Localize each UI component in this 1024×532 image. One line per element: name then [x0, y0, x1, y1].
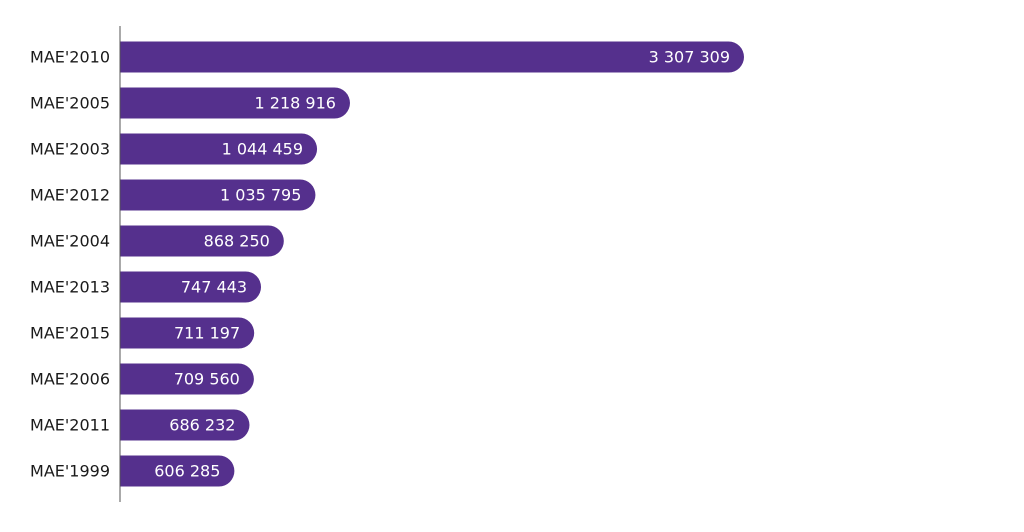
bar: [120, 41, 744, 73]
value-labels-group: 3 307 309 1 218 916 1 044 459 1 035 795 868 …: [154, 48, 730, 481]
bar: [120, 179, 316, 211]
category-labels-group: MAE'2010 MAE'2005 MAE'2003 MAE'2012 MAE'2004…: [30, 48, 110, 481]
bars-group: [120, 41, 744, 487]
value-label: 868 250: [204, 232, 270, 251]
bar: [120, 271, 262, 303]
value-label: 1 218 916: [255, 94, 336, 113]
category-label: MAE'2011: [30, 416, 110, 435]
category-label: MAE'2005: [30, 94, 110, 113]
bar: [120, 363, 254, 395]
value-label: 1 035 795: [220, 186, 301, 205]
bar: [120, 455, 235, 487]
value-label: 709 560: [174, 370, 240, 389]
value-label: 3 307 309: [649, 48, 730, 67]
bar: [120, 409, 250, 441]
category-label: MAE'2006: [30, 370, 110, 389]
category-label: MAE'2015: [30, 324, 110, 343]
bar: [120, 317, 255, 349]
value-label: 711 197: [174, 324, 240, 343]
category-label: MAE'2010: [30, 48, 110, 67]
bar: [120, 133, 318, 165]
category-label: MAE'1999: [30, 462, 110, 481]
value-label: 747 443: [181, 278, 247, 297]
category-label: MAE'2003: [30, 140, 110, 159]
bar: [120, 87, 350, 119]
value-label: 606 285: [154, 462, 220, 481]
value-label: 686 232: [169, 416, 235, 435]
bar: [120, 225, 284, 257]
category-label: MAE'2012: [30, 186, 110, 205]
category-label: MAE'2004: [30, 232, 110, 251]
value-label: 1 044 459: [222, 140, 303, 159]
category-label: MAE'2013: [30, 278, 110, 297]
